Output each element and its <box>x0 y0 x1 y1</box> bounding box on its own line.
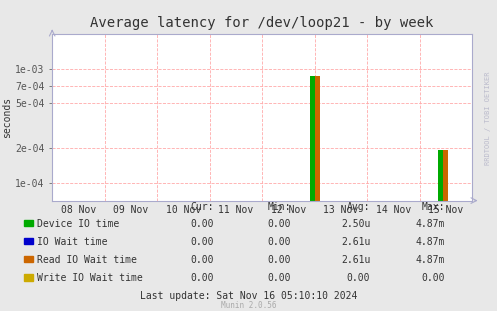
Text: 0.00: 0.00 <box>421 273 445 283</box>
Text: 0.00: 0.00 <box>267 273 291 283</box>
Text: Last update: Sat Nov 16 05:10:10 2024: Last update: Sat Nov 16 05:10:10 2024 <box>140 291 357 301</box>
Text: RRDTOOL / TOBI OETIKER: RRDTOOL / TOBI OETIKER <box>485 72 491 165</box>
Text: Avg:: Avg: <box>347 202 370 212</box>
Text: 0.00: 0.00 <box>347 273 370 283</box>
Title: Average latency for /dev/loop21 - by week: Average latency for /dev/loop21 - by wee… <box>90 16 434 30</box>
Text: 0.00: 0.00 <box>267 255 291 265</box>
Text: 0.00: 0.00 <box>267 219 291 229</box>
Text: 0.00: 0.00 <box>190 237 214 247</box>
Text: 2.61u: 2.61u <box>341 237 370 247</box>
Text: Cur:: Cur: <box>190 202 214 212</box>
Text: Write IO Wait time: Write IO Wait time <box>37 273 143 283</box>
Text: Min:: Min: <box>267 202 291 212</box>
Text: 0.00: 0.00 <box>190 255 214 265</box>
Text: Read IO Wait time: Read IO Wait time <box>37 255 137 265</box>
Text: 4.87m: 4.87m <box>415 255 445 265</box>
Text: 4.87m: 4.87m <box>415 237 445 247</box>
Text: IO Wait time: IO Wait time <box>37 237 107 247</box>
Text: 2.50u: 2.50u <box>341 219 370 229</box>
Text: Munin 2.0.56: Munin 2.0.56 <box>221 301 276 310</box>
Text: 0.00: 0.00 <box>190 273 214 283</box>
Y-axis label: seconds: seconds <box>2 97 12 138</box>
Text: Device IO time: Device IO time <box>37 219 119 229</box>
Text: Max:: Max: <box>421 202 445 212</box>
Text: 0.00: 0.00 <box>190 219 214 229</box>
Text: 4.87m: 4.87m <box>415 219 445 229</box>
Text: 0.00: 0.00 <box>267 237 291 247</box>
Text: 2.61u: 2.61u <box>341 255 370 265</box>
